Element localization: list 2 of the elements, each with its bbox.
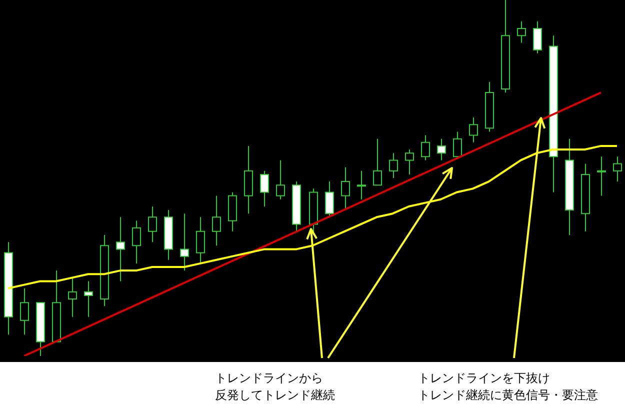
text: トレンドラインから反発してトレンド継続 <box>215 370 335 404</box>
text: トレンドラインを下抜けトレンド継続に黄色信号・要注意 <box>418 370 598 404</box>
